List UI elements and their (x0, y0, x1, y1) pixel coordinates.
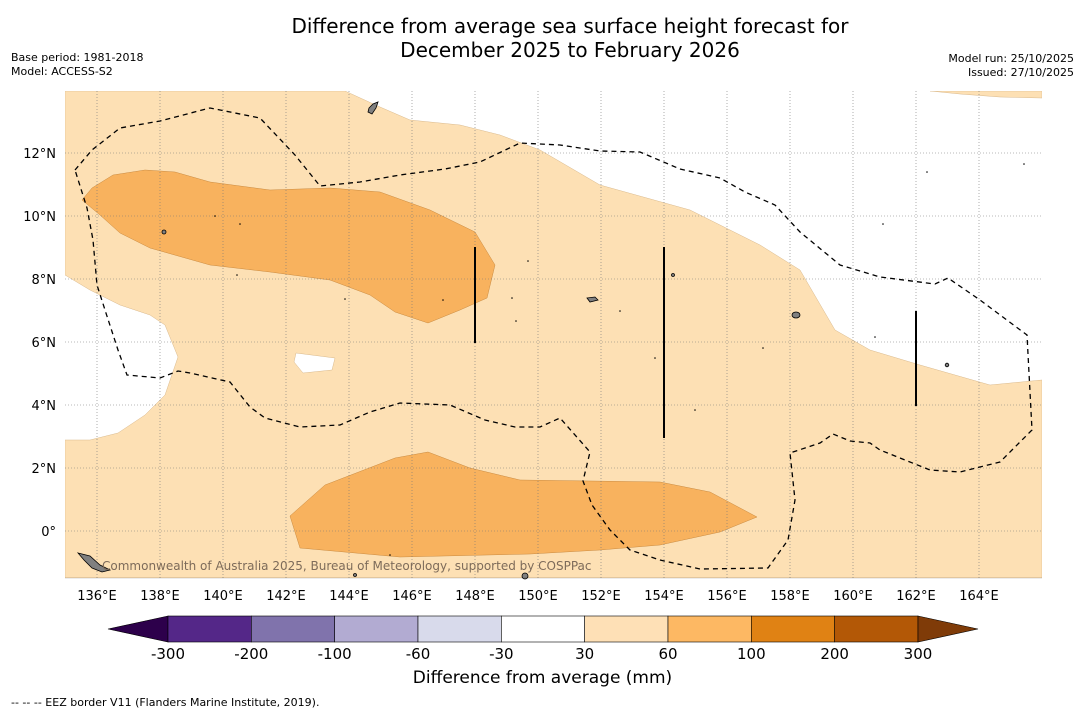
colorbar-tick-label: 100 (737, 645, 766, 663)
eez-footnote: -- -- -- EEZ border V11 (Flanders Marine… (11, 696, 320, 709)
colorbar-label: Difference from average (mm) (412, 668, 673, 688)
colorbar-segment (667, 615, 752, 643)
island-c (791, 311, 801, 319)
lat-label: 12°N (23, 147, 56, 162)
copyright-notice: Commonwealth of Australia 2025, Bureau o… (102, 559, 592, 573)
colorbar-extension-low (107, 615, 169, 643)
lat-label: 10°N (23, 210, 56, 225)
chart-title: Difference from average sea surface heig… (0, 14, 1085, 62)
lat-label: 8°N (32, 273, 57, 288)
lon-label: 138°E (140, 589, 180, 604)
colorbar-tick-label: -60 (406, 645, 431, 663)
lon-label: 146°E (392, 589, 432, 604)
islands (76, 101, 950, 580)
title-line-2: December 2025 to February 2026 (400, 38, 740, 62)
colorbar-segment (751, 615, 835, 643)
lon-label: 156°E (707, 589, 747, 604)
lon-label: 160°E (833, 589, 873, 604)
colorbar-extension-high (917, 615, 979, 643)
colorbar-segment (417, 615, 502, 643)
lon-label: 164°E (959, 589, 999, 604)
colorbar-segment (334, 615, 419, 643)
lon-label: 148°E (455, 589, 495, 604)
latitude-labels: 12°N 10°N 8°N 6°N 4°N 2°N 0° (23, 147, 56, 540)
island-e (586, 296, 599, 303)
colorbar-tick-label: 60 (658, 645, 677, 663)
lon-label: 152°E (581, 589, 621, 604)
lat-label: 6°N (32, 336, 57, 351)
near-average-hole (293, 352, 336, 374)
anomaly-region-light-ne (929, 91, 1042, 99)
lat-label: 2°N (32, 462, 57, 477)
meridian-markers (474, 247, 917, 438)
colorbar-tick-label: -300 (151, 645, 185, 663)
island-g (353, 573, 357, 577)
colorbar-segment (834, 615, 919, 643)
lon-label: 136°E (77, 589, 117, 604)
lon-label: 142°E (266, 589, 306, 604)
island-b (671, 273, 675, 277)
model-name: Model: ACCESS-S2 (11, 65, 113, 78)
meta-right: Model run: 25/10/2025 Issued: 27/10/2025 (948, 52, 1074, 80)
anomaly-region-medium-south (289, 451, 758, 558)
lon-label: 150°E (518, 589, 558, 604)
colorbar-segment (167, 615, 252, 643)
island-f (521, 572, 529, 580)
eez-border (74, 107, 1033, 570)
island-north (367, 101, 379, 115)
lon-label: 140°E (203, 589, 243, 604)
colorbar-segment (584, 615, 669, 643)
island-d (944, 362, 950, 368)
colorbar-tick-label: 30 (575, 645, 594, 663)
lon-label: 144°E (329, 589, 369, 604)
islet-dots (214, 163, 1025, 556)
island-a (161, 229, 167, 235)
lon-label: 162°E (896, 589, 936, 604)
lon-label: 158°E (770, 589, 810, 604)
colorbar-segment (251, 615, 335, 643)
colorbar-tick-label: -30 (489, 645, 514, 663)
island-sw (76, 552, 112, 573)
colorbar-tick-label: 200 (820, 645, 849, 663)
colorbar-tick-label: -100 (318, 645, 352, 663)
anomaly-region-medium-north (81, 169, 496, 324)
lon-label: 154°E (644, 589, 684, 604)
longitude-labels: 136°E 138°E 140°E 142°E 144°E 146°E 148°… (77, 589, 999, 604)
map-area[interactable] (65, 91, 1042, 578)
colorbar-tick-label: -200 (234, 645, 268, 663)
title-line-1: Difference from average sea surface heig… (291, 14, 849, 38)
colorbar-segment (501, 615, 585, 643)
colorbar: -300 -200 -100 -60 -30 30 60 100 200 300 (107, 615, 979, 663)
issued-date: Issued: 27/10/2025 (967, 66, 1074, 79)
gridlines (65, 91, 1042, 578)
meta-left: Base period: 1981-2018 Model: ACCESS-S2 (11, 51, 143, 79)
lat-label: 0° (41, 525, 56, 540)
base-period: Base period: 1981-2018 (11, 51, 144, 64)
lat-label: 4°N (32, 399, 57, 414)
colorbar-tick-label: 300 (904, 645, 933, 663)
model-run: Model run: 25/10/2025 (948, 52, 1074, 65)
